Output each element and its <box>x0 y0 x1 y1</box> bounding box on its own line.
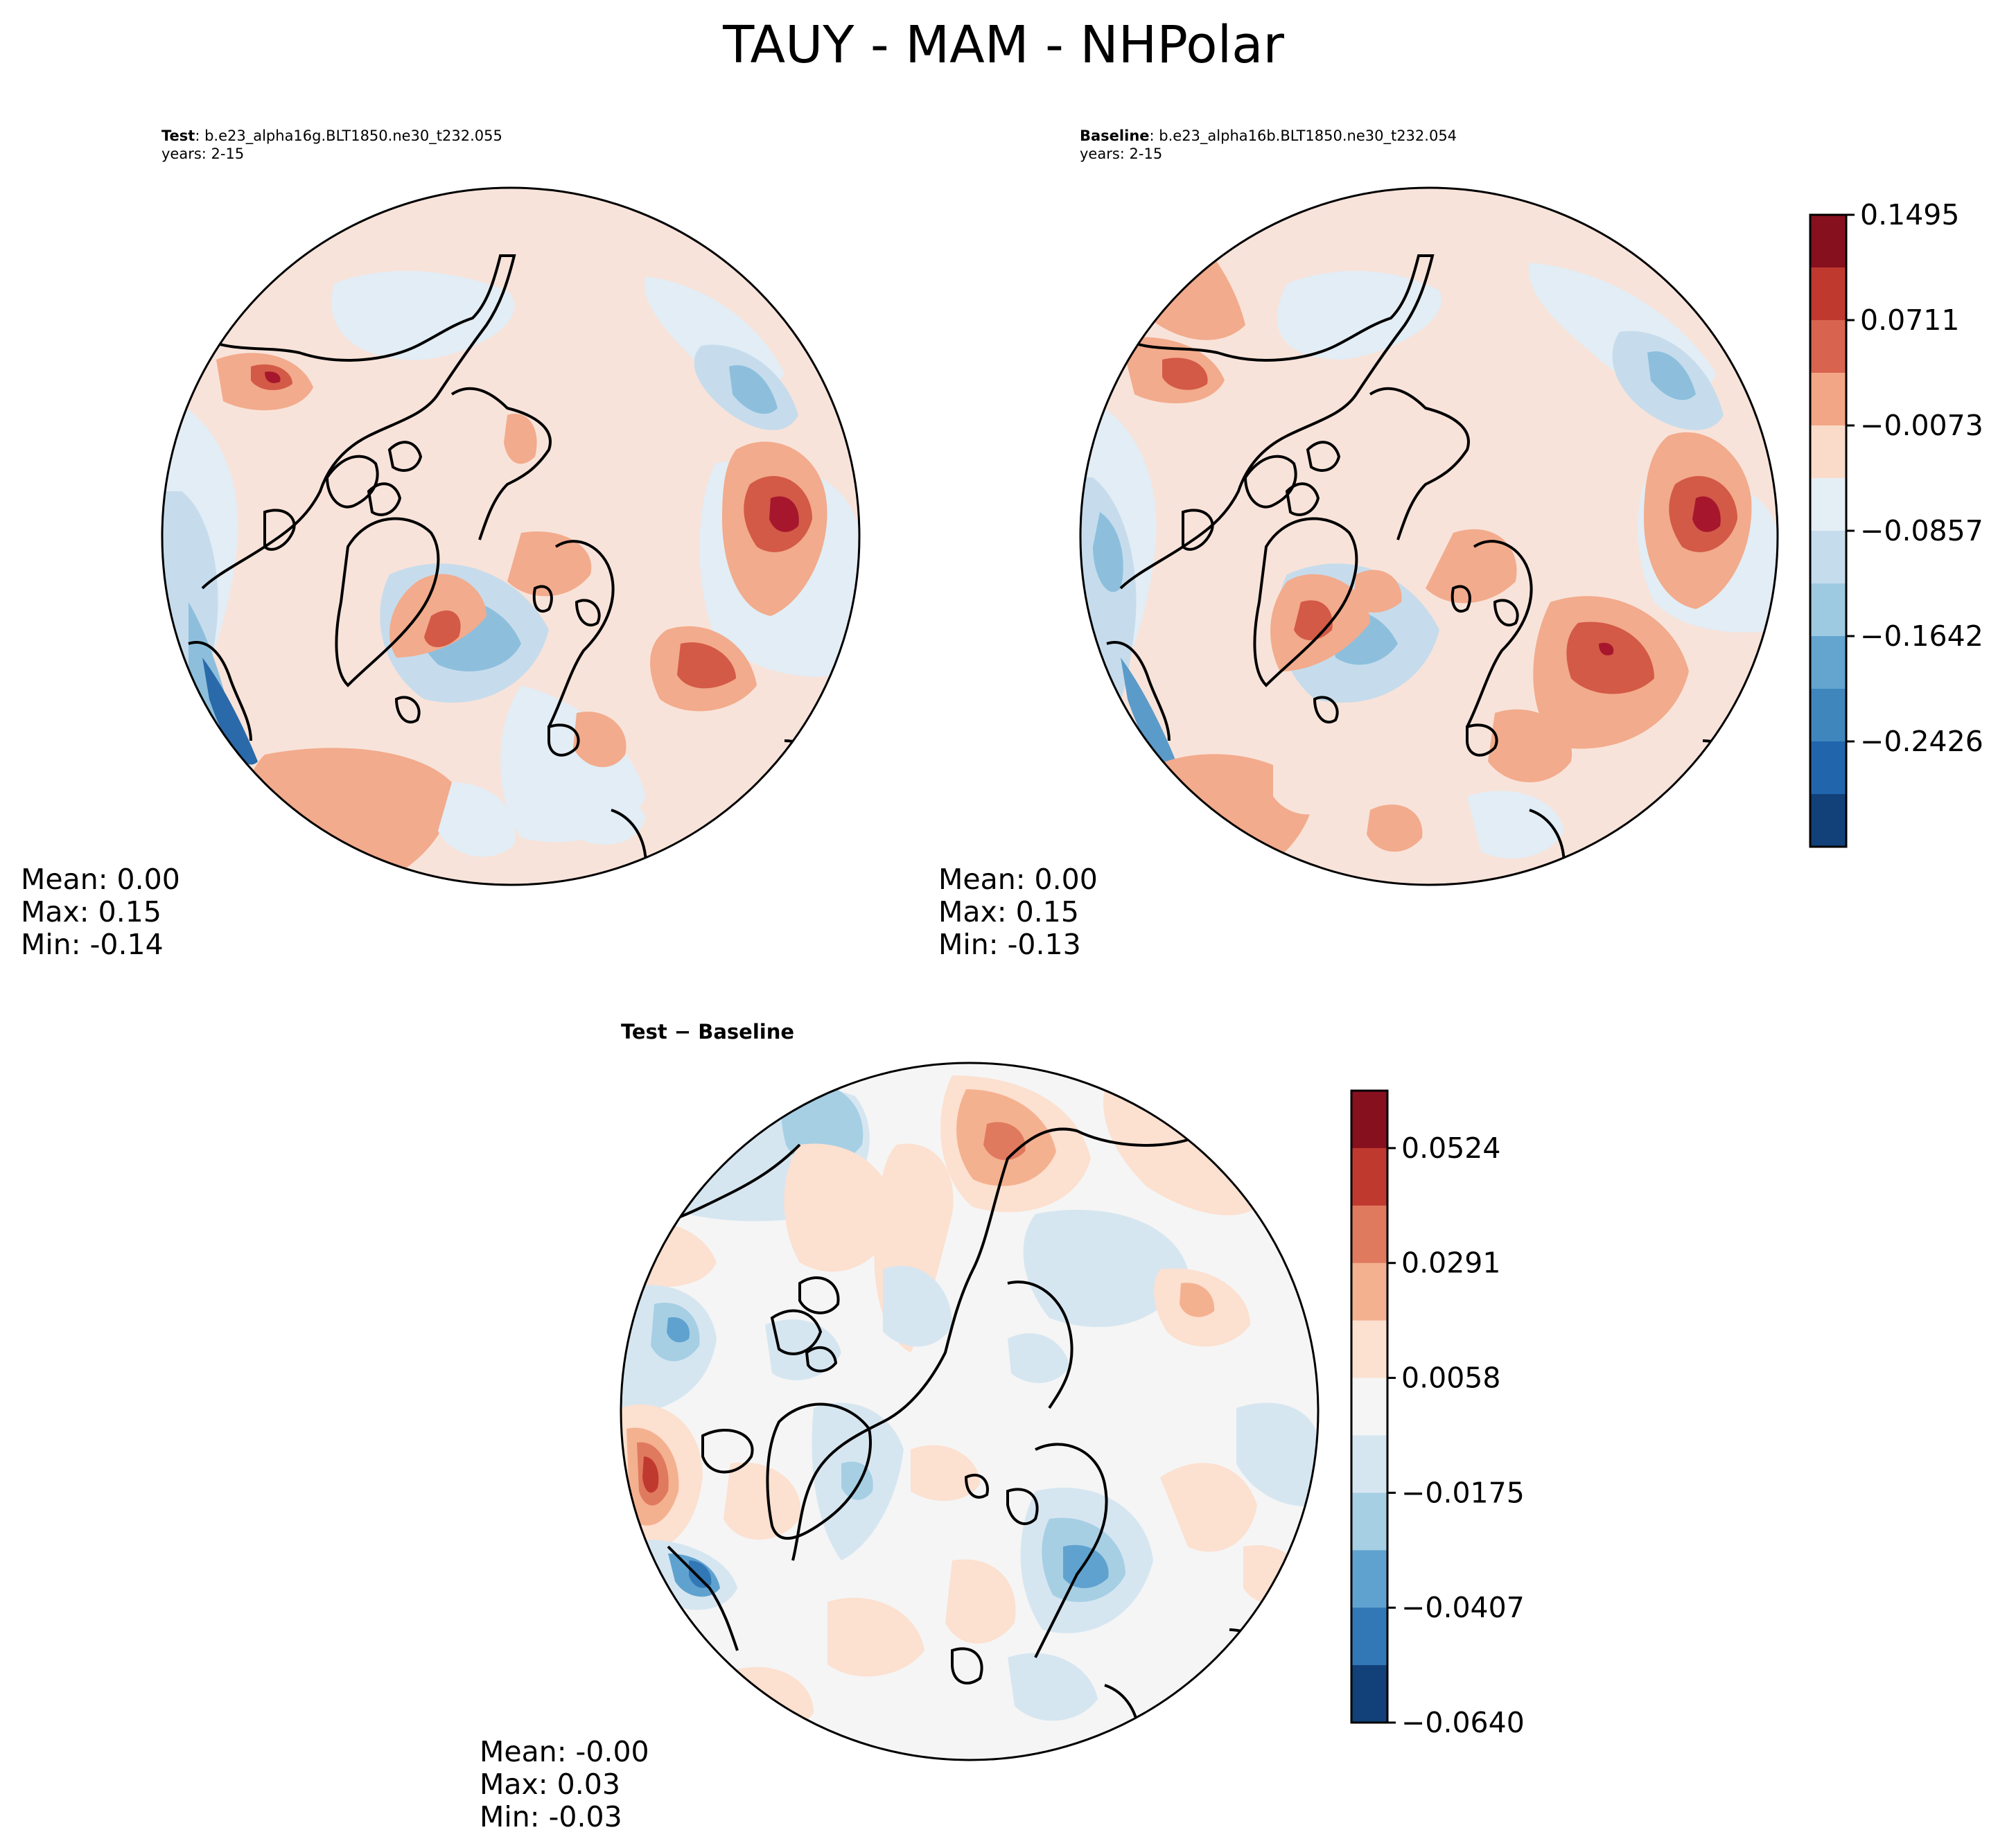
main-colorbar-segment <box>1810 267 1846 321</box>
test-panel-title: Test: b.e23_alpha16g.BLT1850.ne30_t232.0… <box>161 127 502 163</box>
diff-stats: Mean: -0.00 Max: 0.03 Min: -0.03 <box>480 1736 649 1833</box>
diff-colorbar-tick-label: 0.0524 <box>1401 1132 1500 1165</box>
diff-colorbar-segment <box>1351 1205 1387 1264</box>
test-min: Min: -0.14 <box>21 928 164 961</box>
diff-colorbar-segment <box>1351 1147 1387 1206</box>
test-years: years: 2-15 <box>161 146 245 162</box>
baseline-years: years: 2-15 <box>1080 146 1163 162</box>
baseline-label: Baseline <box>1080 127 1150 144</box>
test-mean: Mean: 0.00 <box>21 863 180 896</box>
main-colorbar-segment <box>1810 425 1846 479</box>
baseline-min: Min: -0.13 <box>938 928 1081 961</box>
baseline-panel-title: Baseline: b.e23_alpha16b.BLT1850.ne30_t2… <box>1080 127 1457 163</box>
diff-colorbar-segment <box>1351 1435 1387 1493</box>
diff-colorbar: 0.0524 0.0291 0.0058 −0.0175 −0.0407 −0.0640 <box>1350 1089 1525 1739</box>
main-colorbar-segment <box>1810 320 1846 373</box>
main-colorbar-segment <box>1810 741 1846 795</box>
test-map <box>161 186 861 886</box>
baseline-case: : b.e23_alpha16b.BLT1850.ne30_t232.054 <box>1149 127 1457 144</box>
diff-colorbar-segment <box>1351 1493 1387 1551</box>
main-colorbar: 0.1495 0.0711 −0.0073 −0.0857 −0.1642 −0.2426 <box>1809 198 1983 848</box>
diff-colorbar-segment <box>1351 1378 1387 1436</box>
main-colorbar-segment <box>1810 583 1846 637</box>
test-max: Max: 0.15 <box>21 895 161 929</box>
test-case: : b.e23_alpha16g.BLT1850.ne30_t232.055 <box>195 127 502 144</box>
figure-title: TAUY - MAM - NHPolar <box>723 15 1284 75</box>
diff-map <box>620 1062 1320 1761</box>
diff-mean: Mean: -0.00 <box>480 1735 649 1768</box>
diff-colorbar-segment <box>1351 1608 1387 1666</box>
diff-min: Min: -0.03 <box>480 1800 622 1833</box>
diff-map-border <box>620 1062 1320 1761</box>
diff-colorbar-tick-label: −0.0407 <box>1401 1591 1525 1624</box>
main-colorbar-segment <box>1810 531 1846 584</box>
main-colorbar-segment <box>1810 478 1846 531</box>
diff-colorbar-segment <box>1351 1550 1387 1608</box>
baseline-contours <box>1080 188 1778 885</box>
main-colorbar-segment <box>1810 689 1846 742</box>
main-colorbar-tick-label: −0.1642 <box>1860 619 1983 653</box>
baseline-map-border <box>1079 186 1779 886</box>
diff-colorbar-tick-label: 0.0291 <box>1401 1247 1500 1280</box>
baseline-max: Max: 0.15 <box>938 895 1079 929</box>
test-stats: Mean: 0.00 Max: 0.15 Min: -0.14 <box>21 863 180 961</box>
test-label: Test <box>161 127 195 144</box>
diff-colorbar-segment <box>1351 1091 1387 1149</box>
diff-max: Max: 0.03 <box>480 1768 620 1801</box>
test-contours <box>162 188 859 885</box>
diff-colorbar-tick-label: −0.0640 <box>1401 1706 1525 1739</box>
diff-panel-title: Test − Baseline <box>621 1020 795 1044</box>
diff-coastlines <box>647 1127 1279 1741</box>
baseline-coastlines <box>1106 254 1753 866</box>
main-colorbar-segment <box>1810 794 1846 847</box>
diff-colorbar-border <box>1350 1089 1389 1724</box>
diff-contours <box>621 1063 1318 1760</box>
main-colorbar-segment <box>1810 636 1846 689</box>
diff-colorbar-segment <box>1351 1665 1387 1723</box>
main-colorbar-tick-label: 0.1495 <box>1860 198 1959 231</box>
diff-colorbar-segment <box>1351 1320 1387 1379</box>
diff-colorbar-tick-label: 0.0058 <box>1401 1362 1500 1395</box>
diff-colorbar-tick-label: −0.0175 <box>1401 1476 1525 1509</box>
baseline-stats: Mean: 0.00 Max: 0.15 Min: -0.13 <box>938 863 1098 961</box>
baseline-mean: Mean: 0.00 <box>938 863 1098 896</box>
baseline-map <box>1079 186 1779 886</box>
main-colorbar-segment <box>1810 373 1846 426</box>
test-map-border <box>161 186 861 886</box>
main-colorbar-tick-label: 0.0711 <box>1860 303 1959 337</box>
diff-colorbar-segment <box>1351 1262 1387 1321</box>
main-colorbar-tick-label: −0.2426 <box>1860 725 1983 758</box>
main-colorbar-tick-label: −0.0857 <box>1860 514 1983 547</box>
main-colorbar-segment <box>1810 215 1846 268</box>
main-colorbar-tick-label: −0.0073 <box>1860 409 1983 442</box>
